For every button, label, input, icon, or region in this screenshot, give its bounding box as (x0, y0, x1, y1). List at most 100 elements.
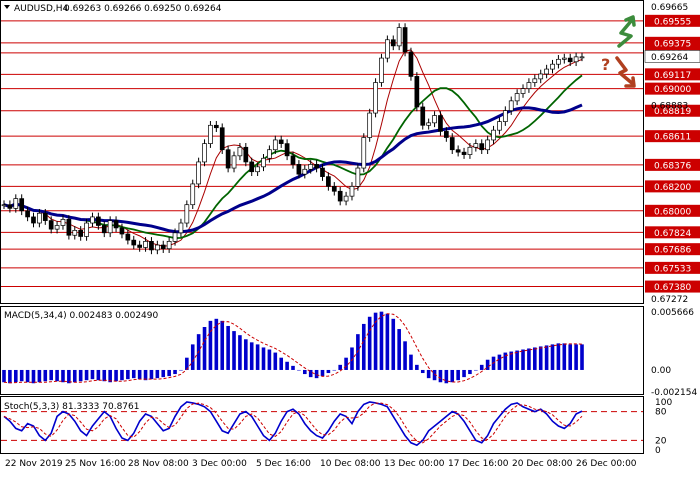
x-tick-label-2: 28 Nov 08:00 (128, 459, 189, 469)
symbol-header: AUDUSD,H4 0.69263 0.69266 0.69250 0.6926… (4, 4, 222, 14)
macd-label: MACD(5,34,4) 0.002483 0.002490 (4, 311, 159, 321)
level-tag-11 (645, 243, 700, 256)
macd-bar-31 (185, 357, 189, 370)
candle-body-87 (514, 93, 520, 102)
candle-body-10 (60, 219, 66, 226)
candle-body-63 (373, 82, 378, 114)
macd-bar-24 (143, 369, 148, 381)
candle-body-27 (160, 244, 166, 250)
macd-bar-90 (533, 347, 537, 370)
candle-body-53 (314, 164, 319, 169)
macd-bar-79 (468, 369, 472, 375)
macd-axis-label-2: -0.002154 (651, 388, 697, 398)
level-label-8: 0.68200 (654, 183, 691, 193)
macd-bar-70 (415, 364, 419, 370)
candle-body-81 (479, 143, 485, 151)
candle-body-71 (420, 106, 426, 126)
candle-body-23 (137, 244, 143, 248)
candle-body-12 (72, 230, 78, 236)
x-tick-label-6: 13 Dec 00:00 (384, 459, 445, 469)
candle-body-24 (143, 241, 148, 248)
macd-bar-5 (31, 369, 36, 384)
macd-bar-28 (167, 369, 171, 377)
support-resistance-levels (1, 20, 643, 288)
candle-body-91 (538, 73, 544, 80)
macd-bar-67 (397, 329, 401, 370)
candle-body-40 (237, 146, 243, 157)
candle-body-5 (31, 216, 36, 224)
stoch-axis-label-0: 100 (655, 398, 672, 408)
macd-bar-56 (332, 369, 337, 371)
down-arrow-head-icon (624, 76, 636, 88)
macd-bar-14 (84, 369, 89, 381)
candle-body-77 (455, 149, 461, 153)
candle-body-44 (261, 157, 266, 168)
candle-body-15 (90, 216, 95, 224)
macd-bar-16 (96, 369, 101, 381)
level-label-6: 0.68611 (654, 133, 691, 143)
candlesticks (1, 23, 585, 255)
ohlc-values: 0.69263 0.69266 0.69250 0.69264 (64, 4, 222, 14)
macd-bar-9 (55, 369, 59, 382)
current-price-tag (644, 50, 700, 63)
axis-top-label: 0.69665 (651, 3, 688, 13)
macd-bar-58 (344, 357, 348, 370)
candle-body-8 (48, 220, 54, 230)
candle-body-32 (190, 183, 196, 206)
macd-bar-13 (78, 369, 83, 382)
macd-signal-line (3, 313, 583, 384)
level-tag-5 (645, 104, 700, 117)
candle-body-66 (390, 39, 396, 47)
level-label-0: 0.69555 (654, 17, 691, 27)
level-label-5: 0.68819 (654, 107, 691, 117)
candle-body-56 (331, 186, 337, 192)
candle-body-98 (579, 56, 585, 59)
macd-bar-66 (391, 318, 396, 370)
forecast-arrows: ? (601, 15, 636, 88)
macd-bar-74 (438, 369, 443, 383)
candle-body-79 (467, 146, 473, 155)
candle-body-58 (343, 195, 349, 202)
candle-body-43 (255, 166, 260, 173)
candle-body-64 (379, 57, 384, 83)
macd-bar-29 (173, 369, 177, 375)
macd-bar-26 (155, 369, 160, 379)
collapse-triangle-icon[interactable] (4, 5, 10, 9)
macd-bar-32 (190, 344, 195, 370)
level-tag-4 (645, 82, 700, 95)
macd-bar-53 (314, 369, 319, 379)
level-tag-12 (645, 261, 700, 274)
macd-bar-1 (8, 369, 12, 384)
candle-body-1 (7, 204, 13, 209)
macd-bar-43 (255, 344, 260, 370)
candle-body-89 (526, 82, 532, 89)
macd-bar-40 (238, 335, 242, 370)
macd-bar-81 (479, 364, 484, 370)
macd-bar-61 (361, 323, 366, 370)
candle-body-52 (308, 164, 314, 170)
macd-bar-78 (462, 369, 466, 378)
candle-body-85 (502, 110, 508, 122)
x-tick-label-9: 26 Dec 00:00 (576, 459, 637, 469)
macd-bar-80 (474, 369, 478, 371)
candle-body-82 (485, 139, 490, 151)
stoch-axis-label-3: 0 (655, 446, 661, 456)
macd-bar-19 (114, 369, 118, 382)
axis-bottom-label: 0.67272 (651, 295, 688, 305)
macd-bar-15 (90, 369, 95, 380)
macd-bar-39 (232, 331, 236, 370)
candle-body-83 (491, 129, 496, 141)
macd-bar-0 (2, 369, 6, 383)
candle-body-16 (96, 216, 101, 226)
macd-bar-7 (43, 369, 48, 382)
candle-body-97 (573, 56, 579, 63)
candle-body-26 (154, 244, 160, 251)
macd-bar-11 (67, 369, 71, 384)
candle-body-13 (78, 230, 84, 237)
candle-body-80 (473, 143, 479, 148)
macd-bar-62 (367, 316, 372, 370)
macd-bar-88 (521, 349, 525, 370)
macd-bar-52 (308, 369, 313, 378)
